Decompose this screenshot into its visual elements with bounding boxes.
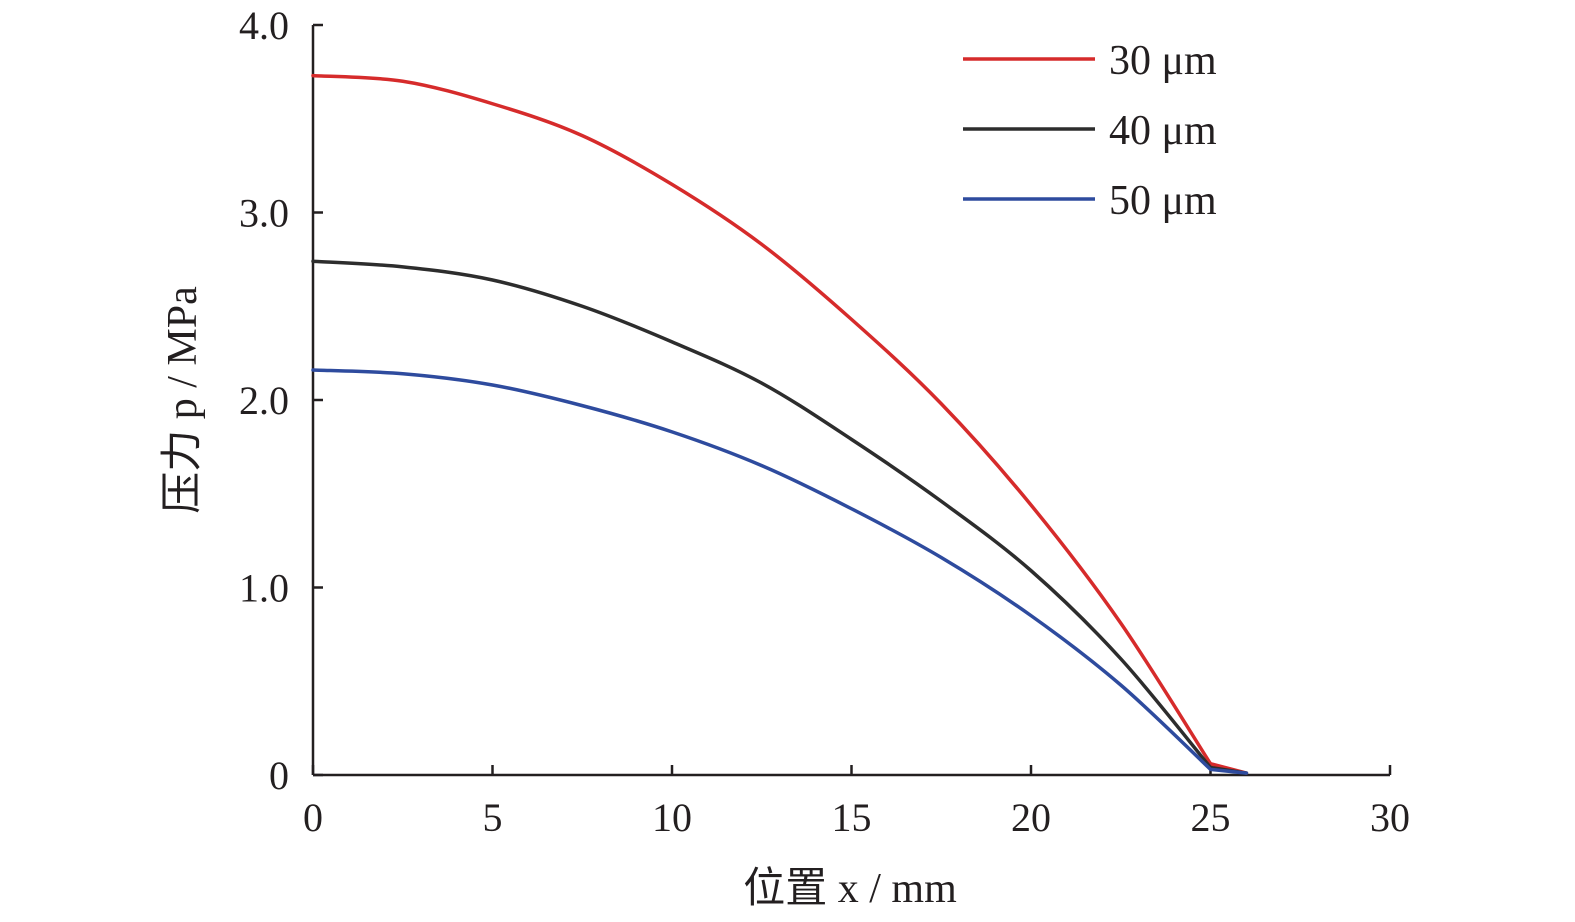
y-tick-label: 4.0 <box>239 3 289 48</box>
legend: 30 μm 40 μm 50 μm <box>963 38 1217 224</box>
y-axis-title: 压力 p / MPa <box>160 286 206 514</box>
x-tick-label: 20 <box>1011 795 1051 840</box>
x-tick-label: 30 <box>1370 795 1410 840</box>
series-line-2 <box>311 259 1249 775</box>
x-tick-label: 25 <box>1191 795 1231 840</box>
ticks: 0 5 10 15 20 25 30 0 1.0 2.0 3.0 4.0 <box>239 3 1410 840</box>
x-tick-label: 0 <box>303 795 323 840</box>
x-axis-title: 位置 x / mm <box>743 865 957 912</box>
y-tick-label: 3.0 <box>239 191 289 236</box>
axes <box>311 25 1390 777</box>
x-tick-label: 5 <box>483 795 503 840</box>
legend-label-1: 30 μm <box>1109 38 1217 84</box>
y-tick-label: 2.0 <box>239 378 289 423</box>
series-lines <box>311 73 1249 775</box>
series-line-3 <box>311 368 1249 775</box>
x-tick-label: 10 <box>652 795 692 840</box>
x-tick-label: 15 <box>832 795 872 840</box>
legend-label-2: 40 μm <box>1109 108 1217 154</box>
y-tick-label: 1.0 <box>239 566 289 611</box>
series-line-1 <box>311 73 1249 775</box>
legend-label-3: 50 μm <box>1109 178 1217 224</box>
y-tick-label: 0 <box>269 753 289 798</box>
